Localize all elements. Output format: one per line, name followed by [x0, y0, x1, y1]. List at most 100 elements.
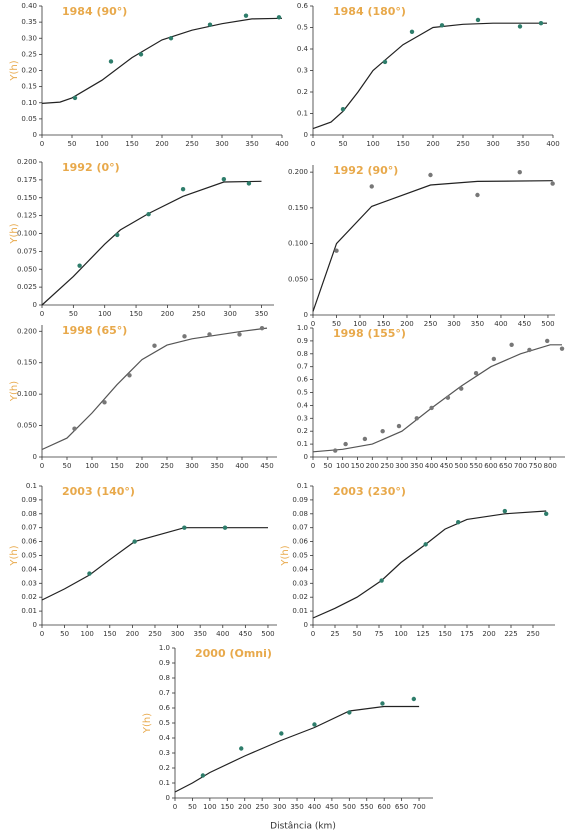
x-tick-label: 225	[504, 630, 517, 638]
data-point	[182, 334, 187, 339]
y-tick-label: 0.40	[21, 2, 37, 10]
y-tick-label: 0.07	[21, 524, 37, 532]
model-line	[312, 510, 547, 619]
y-tick-label: 0.050	[288, 275, 308, 283]
x-tick-label: 300	[215, 140, 228, 148]
x-tick-label: 350	[255, 310, 268, 318]
x-tick-label: 0	[40, 630, 44, 638]
y-tick-label: 0.9	[297, 337, 308, 345]
data-point	[146, 211, 151, 217]
x-tick-label: 600	[484, 462, 497, 470]
data-point	[445, 395, 451, 400]
data-point	[138, 52, 144, 57]
y-tick-label: 0.100	[17, 390, 37, 398]
y-tick-label: 0.2	[297, 427, 308, 435]
y-axis-label: Y(h)	[9, 60, 20, 81]
panel: 0 0.1 0.2 0.3 0.4 0.5 0.6 0.7 0.8 0.9 1.0 0 50 100 150…	[297, 324, 565, 470]
model-line	[312, 22, 547, 130]
y-tick-label: 0.7	[297, 363, 308, 371]
panel-title: 1998 (65°)	[62, 324, 127, 337]
x-tick-label: 250	[526, 630, 539, 638]
y-tick-label: 0	[304, 131, 308, 139]
y-tick-label: 0.1	[297, 440, 308, 448]
data-point	[538, 21, 544, 26]
x-tick-label: 250	[255, 803, 268, 811]
y-tick-label: 0.09	[292, 496, 308, 504]
x-tick-label: 200	[238, 803, 251, 811]
x-tick-label: 50	[323, 462, 332, 470]
data-point	[517, 24, 523, 29]
y-tick-label: 0.200	[288, 168, 308, 176]
y-tick-label: 0.2	[159, 764, 170, 772]
data-point	[414, 416, 419, 421]
y-tick-label: 0.6	[159, 704, 171, 712]
x-tick-label: 450	[239, 630, 252, 638]
x-axis-label: Distância (km)	[270, 822, 336, 832]
x-tick-label: 50	[60, 630, 69, 638]
y-tick-label: 0.5	[297, 389, 308, 397]
y-tick-label: 0.1	[297, 110, 308, 118]
data-point	[180, 186, 186, 192]
x-tick-label: 0	[40, 140, 44, 148]
x-tick-label: 100	[336, 462, 349, 470]
x-tick-label: 700	[412, 803, 425, 811]
data-point	[243, 13, 249, 18]
panel: 0 0.025 0.050 0.075 0.100 0.125 0.150 0.175 0.20…	[9, 158, 274, 318]
y-tick-label: 0.1	[26, 482, 37, 490]
data-point	[207, 332, 212, 337]
data-point	[380, 701, 385, 706]
data-point	[239, 746, 244, 751]
y-tick-label: 0.4	[297, 45, 309, 53]
y-tick-label: 0.09	[21, 496, 37, 504]
y-tick-label: 0	[304, 311, 308, 319]
x-tick-label: 0	[40, 462, 44, 470]
y-tick-label: 0.04	[292, 565, 308, 573]
x-tick-label: 350	[245, 140, 258, 148]
data-point	[72, 426, 77, 431]
x-tick-label: 50	[188, 803, 197, 811]
y-tick-label: 0.04	[21, 565, 37, 573]
x-tick-label: 250	[185, 140, 198, 148]
x-tick-label: 100	[366, 140, 379, 148]
x-tick-label: 400	[235, 462, 248, 470]
panel-title: 2000 (Omni)	[195, 647, 272, 660]
y-tick-label: 0	[304, 621, 308, 629]
data-point	[456, 519, 461, 525]
data-point	[369, 184, 374, 189]
data-point	[168, 36, 174, 41]
data-point	[115, 232, 120, 238]
x-tick-label: 100	[85, 462, 98, 470]
data-point	[182, 525, 187, 530]
y-tick-label: 0.100	[288, 240, 308, 248]
x-tick-label: 350	[290, 803, 303, 811]
y-tick-label: 0.25	[21, 50, 37, 58]
data-point	[396, 423, 402, 429]
y-tick-label: 1.0	[159, 644, 170, 652]
x-tick-label: 175	[460, 630, 473, 638]
x-tick-label: 350	[516, 140, 529, 148]
y-tick-label: 0.4	[297, 401, 309, 409]
x-tick-label: 300	[185, 462, 198, 470]
x-tick-label: 650	[395, 803, 408, 811]
x-tick-label: 150	[125, 140, 138, 148]
x-tick-label: 250	[424, 320, 437, 328]
panel-title: 1984 (90°)	[62, 5, 127, 18]
x-tick-label: 250	[456, 140, 469, 148]
y-tick-label: 0.8	[297, 350, 308, 358]
y-tick-label: 0.03	[292, 579, 308, 587]
x-tick-label: 25	[331, 630, 340, 638]
y-tick-label: 0	[33, 301, 37, 309]
data-point	[207, 22, 213, 27]
x-tick-label: 400	[494, 320, 507, 328]
data-point	[333, 448, 338, 453]
y-tick-label: 0.150	[288, 204, 308, 212]
x-tick-label: 350	[410, 462, 423, 470]
y-tick-label: 0.050	[17, 265, 37, 273]
x-tick-label: 300	[171, 630, 184, 638]
data-point	[459, 386, 464, 391]
data-point	[221, 176, 227, 182]
x-tick-label: 450	[260, 462, 273, 470]
x-tick-label: 100	[203, 803, 216, 811]
data-point	[382, 59, 388, 65]
y-tick-label: 0	[33, 621, 37, 629]
